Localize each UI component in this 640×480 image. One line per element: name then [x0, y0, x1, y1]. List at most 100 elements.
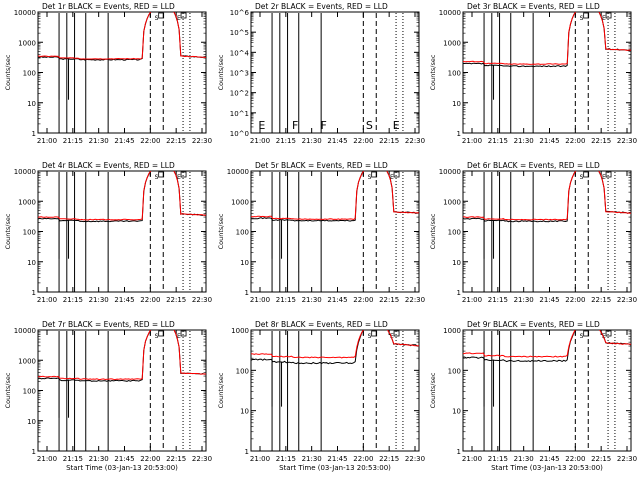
marker-box [180, 171, 187, 178]
marker-label: S [155, 15, 159, 22]
x-tick-label: 22:00 [565, 137, 585, 145]
panel-det-3: Det 3r BLACK = Events, RED = LLD Counts/s… [429, 2, 637, 145]
y-tick-label: 10^2 [230, 90, 249, 98]
y-tick-label: 100 [448, 70, 461, 78]
panel-title: Det 4r BLACK = Events, RED = LLD [42, 161, 175, 170]
y-tick-label: 10000 [439, 9, 461, 17]
marker-label: F [292, 119, 298, 132]
marker-box [180, 330, 187, 337]
panel-det-5: Det 5r BLACK = Events, RED = LLD Counts/s… [217, 161, 425, 304]
panel-title: Det 3r BLACK = Events, RED = LLD [467, 2, 600, 11]
marker-box [393, 171, 400, 178]
y-tick-label: 1 [32, 130, 36, 138]
marker-box [605, 12, 612, 19]
y-tick-label: 100 [23, 229, 36, 237]
x-axis-label: Start Time (03-Jan-13 20:53:00) [279, 464, 391, 472]
panel-det-8: Det 8r BLACK = Events, RED = LLD Counts/s… [217, 320, 425, 472]
panel-title: Det 6r BLACK = Events, RED = LLD [467, 161, 600, 170]
x-axis-label: Start Time (03-Jan-13 20:53:00) [66, 464, 178, 472]
plot-frame [37, 11, 207, 134]
x-tick-label: 21:30 [89, 455, 109, 463]
x-axis-label: Start Time (03-Jan-13 20:53:00) [491, 464, 603, 472]
y-tick-label: 1 [245, 289, 249, 297]
y-tick-label: 1000 [18, 39, 36, 47]
y-tick-label: 1000 [443, 198, 461, 206]
x-tick-label: 21:00 [462, 137, 482, 145]
marker-label: S [155, 174, 159, 181]
x-tick-label: 22:30 [405, 137, 425, 145]
x-tick-label: 21:45 [539, 137, 559, 145]
x-tick-label: 21:15 [63, 455, 83, 463]
x-tick-label: 21:45 [539, 455, 559, 463]
y-tick-label: 1000 [231, 198, 249, 206]
x-tick-label: 22:30 [617, 296, 637, 304]
x-tick-label: 21:00 [462, 455, 482, 463]
x-tick-label: 22:00 [140, 455, 160, 463]
x-tick-label: 22:15 [166, 455, 186, 463]
marker-box [583, 12, 590, 19]
marker-label: E [390, 333, 394, 340]
y-axis-label: Counts/sec [4, 213, 12, 249]
marker-label: E [177, 333, 181, 340]
y-tick-label: 1000 [443, 39, 461, 47]
y-tick-label: 10000 [14, 168, 36, 176]
y-tick-label: 10 [27, 259, 36, 267]
x-tick-label: 21:15 [488, 296, 508, 304]
x-tick-label: 21:00 [462, 296, 482, 304]
x-tick-label: 22:00 [353, 455, 373, 463]
x-tick-label: 22:30 [617, 137, 637, 145]
marker-label: S [580, 333, 584, 340]
marker-box [371, 171, 378, 178]
marker-box [158, 330, 165, 337]
y-tick-label: 1000 [443, 327, 461, 335]
marker-label: S [368, 174, 372, 181]
y-tick-label: 10^5 [230, 29, 249, 37]
panel-title: Det 7r BLACK = Events, RED = LLD [42, 320, 175, 329]
marker-box [158, 12, 165, 19]
panel-title: Det 2r BLACK = Events, RED = LLD [255, 2, 388, 11]
x-tick-label: 22:15 [379, 296, 399, 304]
x-tick-label: 21:45 [114, 455, 134, 463]
marker-label: F [321, 119, 327, 132]
y-tick-label: 10000 [14, 9, 36, 17]
marker-label: E [602, 333, 606, 340]
x-tick-label: 21:30 [302, 137, 322, 145]
y-tick-label: 10^3 [230, 70, 249, 78]
x-tick-label: 21:15 [276, 296, 296, 304]
x-tick-label: 21:15 [488, 137, 508, 145]
x-tick-label: 22:00 [140, 296, 160, 304]
x-tick-label: 21:15 [276, 137, 296, 145]
y-tick-label: 100 [23, 388, 36, 396]
marker-box [583, 171, 590, 178]
panel-title: Det 1r BLACK = Events, RED = LLD [42, 2, 175, 11]
marker-label: E [390, 174, 394, 181]
y-tick-label: 10^0 [230, 130, 249, 138]
series-lld [251, 330, 419, 359]
y-tick-label: 10 [452, 259, 461, 267]
y-tick-label: 10^6 [230, 9, 250, 17]
y-axis-label: Counts/sec [217, 54, 225, 90]
y-tick-label: 10000 [227, 168, 249, 176]
x-tick-label: 21:15 [63, 296, 83, 304]
x-tick-label: 22:15 [591, 296, 611, 304]
plot-frame [37, 170, 207, 293]
panel-det-4: Det 4r BLACK = Events, RED = LLD Counts/s… [4, 161, 212, 304]
x-tick-label: 21:30 [514, 455, 534, 463]
y-tick-label: 1 [457, 289, 461, 297]
y-tick-label: 1000 [231, 327, 249, 335]
y-axis-label: Counts/sec [429, 54, 437, 90]
x-tick-label: 22:30 [192, 455, 212, 463]
x-tick-label: 21:45 [327, 137, 347, 145]
x-tick-label: 21:15 [63, 137, 83, 145]
panel-det-1: Det 1r BLACK = Events, RED = LLD Counts/s… [4, 2, 212, 145]
y-tick-label: 10 [240, 408, 249, 416]
series-lld [463, 330, 631, 358]
y-tick-label: 1000 [18, 357, 36, 365]
y-tick-label: 100 [236, 229, 249, 237]
panel-title: Det 9r BLACK = Events, RED = LLD [467, 320, 600, 329]
x-tick-label: 22:30 [617, 455, 637, 463]
y-tick-label: 10000 [14, 327, 36, 335]
x-tick-label: 22:15 [379, 455, 399, 463]
x-tick-label: 22:30 [192, 137, 212, 145]
marker-box [180, 12, 187, 19]
